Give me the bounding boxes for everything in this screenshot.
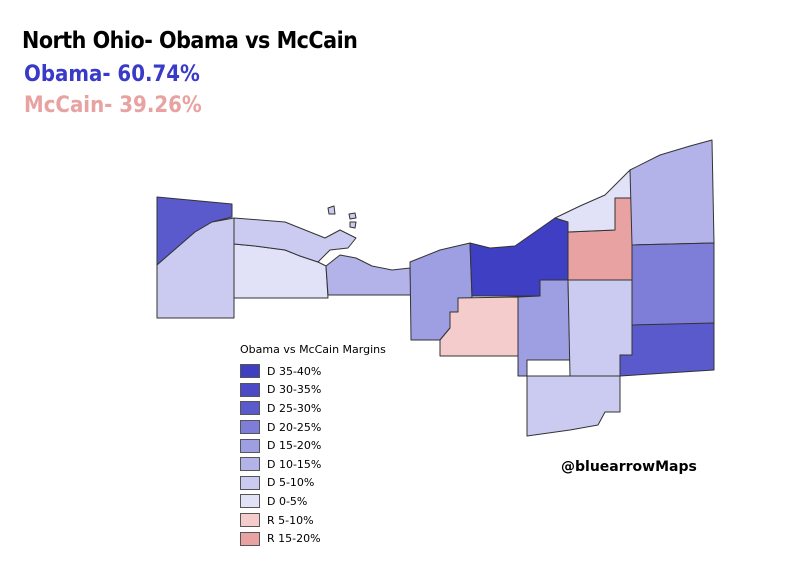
legend-label: D 15-20%	[267, 439, 322, 453]
legend-label: D 5-10%	[267, 476, 315, 490]
mccain-total: McCain- 39.26%	[24, 93, 202, 118]
legend-item: D 25-30%	[240, 399, 386, 418]
county-stark[interactable]	[526, 375, 621, 437]
legend-label: R 15-20%	[267, 532, 321, 546]
legend-swatch	[240, 531, 260, 546]
legend-label: D 30-35%	[267, 383, 322, 397]
county-erie[interactable]	[325, 254, 412, 296]
legend-item: D 20-25%	[240, 418, 386, 437]
county-trumbull[interactable]	[631, 242, 715, 326]
legend-swatch	[240, 475, 260, 490]
legend-label: D 25-30%	[267, 401, 322, 415]
legend-item: D 15-20%	[240, 436, 386, 455]
legend-swatch	[240, 364, 260, 379]
legend-swatch	[240, 438, 260, 453]
legend-swatch	[240, 513, 260, 528]
legend-label: D 0-5%	[267, 494, 308, 508]
legend-item: D 10-15%	[240, 455, 386, 474]
legend-swatch	[240, 382, 260, 397]
lake-island	[327, 205, 357, 229]
obama-total: Obama- 60.74%	[24, 62, 200, 87]
legend-item: D 0-5%	[240, 492, 386, 511]
legend-item: D 35-40%	[240, 362, 386, 381]
legend-label: D 10-15%	[267, 457, 322, 471]
legend-label: R 5-10%	[267, 513, 314, 527]
county-mahoning[interactable]	[619, 322, 715, 377]
legend-item: D 5-10%	[240, 474, 386, 493]
legend: Obama vs McCain Margins D 35-40% D 30-35%…	[240, 343, 386, 548]
county-fulton[interactable]	[156, 217, 235, 319]
legend-item: R 5-10%	[240, 511, 386, 530]
legend-swatch	[240, 401, 260, 416]
legend-swatch	[240, 494, 260, 509]
county-medina[interactable]	[439, 296, 519, 357]
legend-items: D 35-40% D 30-35% D 25-30% D 20-25% D 15-20%…	[240, 362, 386, 548]
legend-label: D 20-25%	[267, 420, 322, 434]
legend-item: D 30-35%	[240, 381, 386, 400]
legend-label: D 35-40%	[267, 364, 322, 378]
county-lake[interactable]	[554, 169, 633, 233]
legend-item: R 15-20%	[240, 529, 386, 548]
legend-title: Obama vs McCain Margins	[240, 343, 386, 356]
county-ashtabula[interactable]	[629, 139, 715, 246]
county-ottawa[interactable]	[233, 217, 357, 263]
legend-swatch	[240, 420, 260, 435]
author-credit: @bluearrowMaps	[561, 459, 697, 475]
legend-swatch	[240, 457, 260, 472]
map-title: North Ohio- Obama vs McCain	[22, 28, 358, 54]
